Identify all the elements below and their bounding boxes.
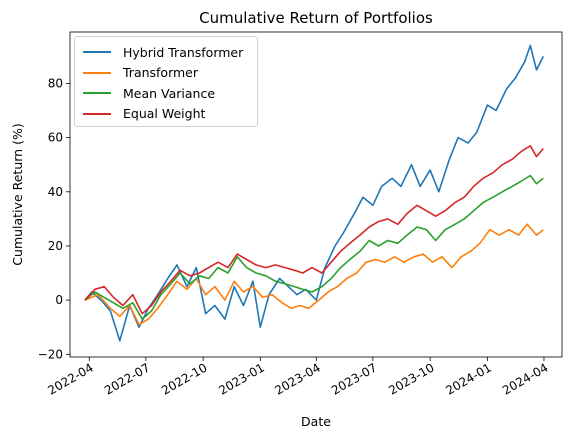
y-tick-label: 80	[48, 76, 63, 90]
series-lines	[84, 44, 545, 342]
x-tick-label: 2022-04	[45, 360, 95, 397]
y-tick-label: 20	[48, 239, 63, 253]
y-tick-label: −20	[38, 347, 63, 361]
y-tick-label: 40	[48, 185, 63, 199]
y-axis-label: Cumulative Return (%)	[10, 123, 25, 265]
x-tick-label: 2022-10	[159, 360, 209, 397]
legend-label: Equal Weight	[123, 106, 206, 121]
x-tick-label: 2023-10	[386, 360, 436, 397]
legend-label: Transformer	[123, 65, 199, 80]
x-axis-label: Date	[301, 414, 331, 429]
x-tick-label: 2023-04	[272, 360, 322, 397]
x-tick-label: 2024-01	[443, 360, 493, 397]
legend-label: Hybrid Transformer	[123, 44, 244, 60]
legend-swatch	[83, 71, 111, 74]
legend-swatch	[83, 92, 111, 94]
x-axis: 2022-04 2022-07 2022-10 2023-01 2023-04 2023-…	[45, 357, 550, 398]
x-tick-label: 2024-04	[500, 360, 550, 397]
series-line-mean-variance	[84, 174, 544, 320]
series-line-hybrid-transformer	[84, 44, 545, 342]
y-tick-label: 60	[48, 131, 63, 145]
legend-item: Equal Weight	[83, 104, 205, 124]
legend-label: Mean Variance	[123, 85, 216, 101]
legend: Hybrid Transformer Transformer Mean Varian…	[74, 36, 258, 127]
series-line-transformer	[84, 223, 544, 326]
legend-swatch	[83, 51, 111, 53]
legend-item: Transformer	[83, 63, 198, 83]
y-tick-label: 0	[55, 293, 63, 307]
series-line-equal-weight	[84, 145, 544, 315]
y-axis: −20 0 20 40 60 80	[38, 76, 70, 361]
legend-item: Hybrid Transformer	[83, 42, 243, 62]
legend-swatch	[83, 112, 111, 115]
legend-item: Mean Variance	[83, 83, 215, 103]
x-tick-label: 2023-01	[216, 360, 266, 397]
x-tick-label: 2023-07	[329, 360, 379, 397]
x-tick-label: 2022-07	[102, 360, 152, 397]
chart-title: Cumulative Return of Portfolios	[199, 9, 433, 27]
